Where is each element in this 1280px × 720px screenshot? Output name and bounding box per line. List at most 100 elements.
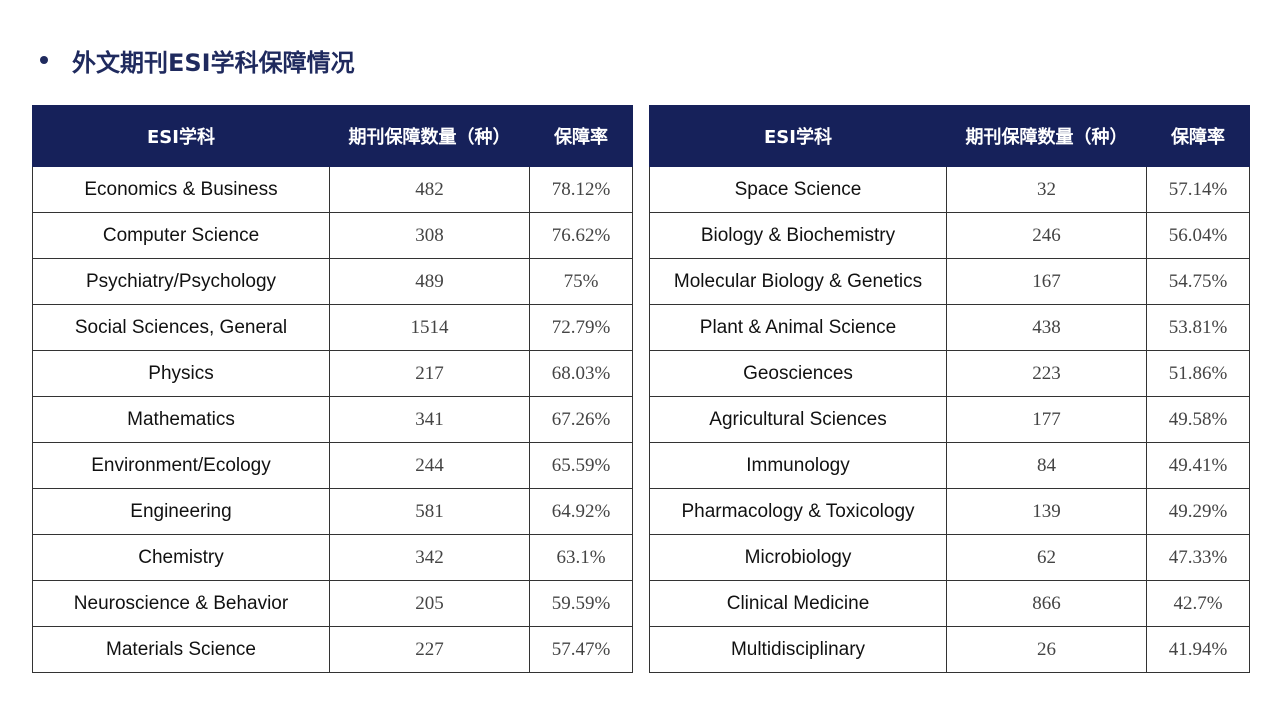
cell-subject: Clinical Medicine: [649, 580, 947, 627]
table-row: Materials Science 227 57.47%: [32, 626, 633, 673]
cell-count: 246: [946, 212, 1147, 259]
header-subject: ESI学科: [32, 105, 330, 167]
cell-rate: 54.75%: [1146, 258, 1250, 305]
cell-rate: 64.92%: [529, 488, 633, 535]
table-row: Physics 217 68.03%: [32, 350, 633, 397]
table-row: Engineering 581 64.92%: [32, 488, 633, 535]
cell-rate: 59.59%: [529, 580, 633, 627]
cell-subject: Physics: [32, 350, 330, 397]
cell-rate: 47.33%: [1146, 534, 1250, 581]
cell-rate: 49.29%: [1146, 488, 1250, 535]
cell-subject: Chemistry: [32, 534, 330, 581]
cell-count: 32: [946, 166, 1147, 213]
cell-subject: Neuroscience & Behavior: [32, 580, 330, 627]
table-row: Agricultural Sciences 177 49.58%: [649, 396, 1250, 443]
bullet-icon: [40, 56, 48, 64]
cell-subject: Engineering: [32, 488, 330, 535]
cell-rate: 72.79%: [529, 304, 633, 351]
cell-count: 482: [329, 166, 530, 213]
slide-title: 外文期刊ESI学科保障情况: [40, 40, 355, 80]
table-row: Chemistry 342 63.1%: [32, 534, 633, 581]
cell-rate: 53.81%: [1146, 304, 1250, 351]
table-row: Environment/Ecology 244 65.59%: [32, 442, 633, 489]
cell-rate: 51.86%: [1146, 350, 1250, 397]
table-row: Economics & Business 482 78.12%: [32, 166, 633, 213]
table-row: Psychiatry/Psychology 489 75%: [32, 258, 633, 305]
table-row: Neuroscience & Behavior 205 59.59%: [32, 580, 633, 627]
table-row: Microbiology 62 47.33%: [649, 534, 1250, 581]
cell-count: 217: [329, 350, 530, 397]
table-row: Plant & Animal Science 438 53.81%: [649, 304, 1250, 351]
esi-table-left: ESI学科 期刊保障数量（种） 保障率 Economics & Business…: [32, 105, 633, 673]
cell-subject: Plant & Animal Science: [649, 304, 947, 351]
cell-rate: 42.7%: [1146, 580, 1250, 627]
cell-count: 342: [329, 534, 530, 581]
table-row: Multidisciplinary 26 41.94%: [649, 626, 1250, 673]
cell-count: 308: [329, 212, 530, 259]
cell-count: 227: [329, 626, 530, 673]
cell-rate: 57.14%: [1146, 166, 1250, 213]
table-row: Biology & Biochemistry 246 56.04%: [649, 212, 1250, 259]
cell-count: 341: [329, 396, 530, 443]
table-header-row: ESI学科 期刊保障数量（种） 保障率: [649, 105, 1250, 167]
cell-subject: Microbiology: [649, 534, 947, 581]
cell-count: 1514: [329, 304, 530, 351]
slide-title-text: 外文期刊ESI学科保障情况: [72, 48, 355, 77]
table-row: Computer Science 308 76.62%: [32, 212, 633, 259]
cell-count: 244: [329, 442, 530, 489]
cell-subject: Immunology: [649, 442, 947, 489]
cell-subject: Geosciences: [649, 350, 947, 397]
cell-subject: Economics & Business: [32, 166, 330, 213]
cell-rate: 56.04%: [1146, 212, 1250, 259]
table-row: Social Sciences, General 1514 72.79%: [32, 304, 633, 351]
cell-rate: 76.62%: [529, 212, 633, 259]
header-count: 期刊保障数量（种）: [946, 105, 1147, 167]
cell-subject: Multidisciplinary: [649, 626, 947, 673]
cell-count: 489: [329, 258, 530, 305]
cell-subject: Mathematics: [32, 396, 330, 443]
cell-count: 62: [946, 534, 1147, 581]
cell-subject: Psychiatry/Psychology: [32, 258, 330, 305]
cell-subject: Environment/Ecology: [32, 442, 330, 489]
cell-count: 177: [946, 396, 1147, 443]
header-subject: ESI学科: [649, 105, 947, 167]
cell-rate: 68.03%: [529, 350, 633, 397]
cell-subject: Agricultural Sciences: [649, 396, 947, 443]
table-row: Clinical Medicine 866 42.7%: [649, 580, 1250, 627]
table-row: Mathematics 341 67.26%: [32, 396, 633, 443]
header-rate: 保障率: [1146, 105, 1250, 167]
table-row: Geosciences 223 51.86%: [649, 350, 1250, 397]
cell-rate: 78.12%: [529, 166, 633, 213]
cell-count: 866: [946, 580, 1147, 627]
cell-count: 438: [946, 304, 1147, 351]
cell-subject: Biology & Biochemistry: [649, 212, 947, 259]
cell-subject: Pharmacology & Toxicology: [649, 488, 947, 535]
cell-count: 205: [329, 580, 530, 627]
table-header-row: ESI学科 期刊保障数量（种） 保障率: [32, 105, 633, 167]
table-row: Immunology 84 49.41%: [649, 442, 1250, 489]
cell-count: 167: [946, 258, 1147, 305]
cell-rate: 65.59%: [529, 442, 633, 489]
table-row: Molecular Biology & Genetics 167 54.75%: [649, 258, 1250, 305]
header-rate: 保障率: [529, 105, 633, 167]
table-row: Space Science 32 57.14%: [649, 166, 1250, 213]
cell-rate: 57.47%: [529, 626, 633, 673]
cell-subject: Space Science: [649, 166, 947, 213]
cell-count: 139: [946, 488, 1147, 535]
cell-rate: 75%: [529, 258, 633, 305]
cell-subject: Materials Science: [32, 626, 330, 673]
cell-count: 84: [946, 442, 1147, 489]
cell-rate: 63.1%: [529, 534, 633, 581]
cell-subject: Computer Science: [32, 212, 330, 259]
esi-table-right: ESI学科 期刊保障数量（种） 保障率 Space Science 32 57.14…: [649, 105, 1250, 673]
table-row: Pharmacology & Toxicology 139 49.29%: [649, 488, 1250, 535]
cell-subject: Molecular Biology & Genetics: [649, 258, 947, 305]
cell-rate: 67.26%: [529, 396, 633, 443]
cell-count: 223: [946, 350, 1147, 397]
cell-count: 581: [329, 488, 530, 535]
cell-count: 26: [946, 626, 1147, 673]
cell-rate: 49.58%: [1146, 396, 1250, 443]
cell-rate: 41.94%: [1146, 626, 1250, 673]
header-count: 期刊保障数量（种）: [329, 105, 530, 167]
